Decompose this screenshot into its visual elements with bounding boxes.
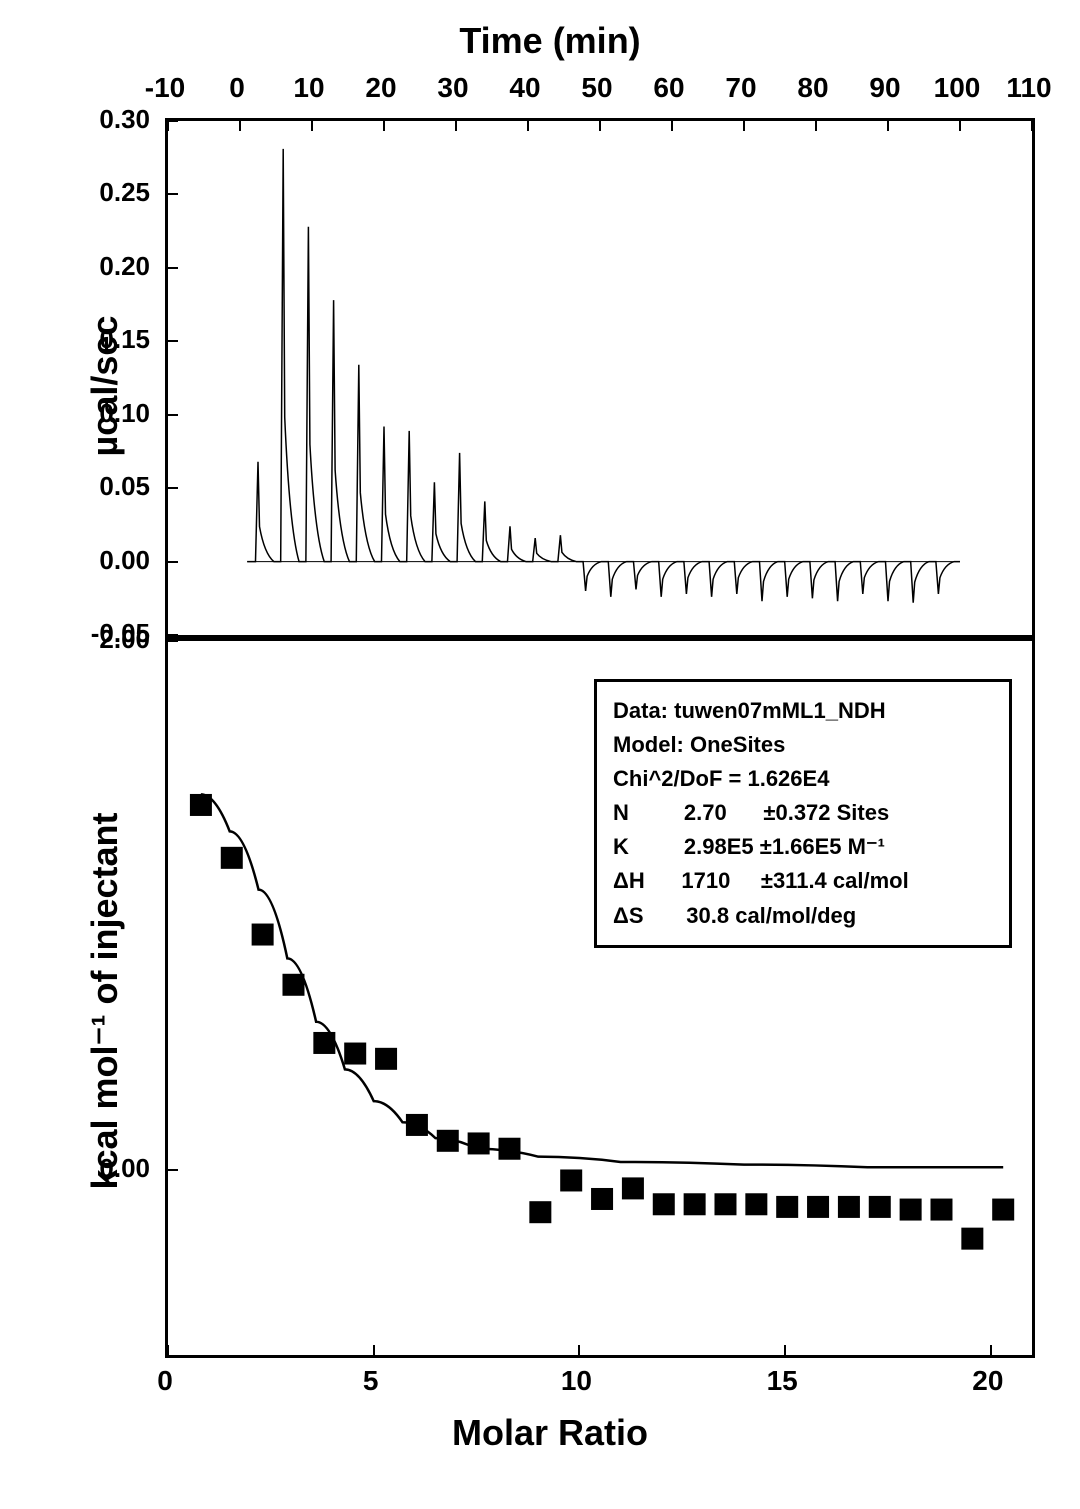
data-point	[992, 1199, 1014, 1221]
data-point	[714, 1193, 736, 1215]
top-x-tick-label: -10	[145, 72, 185, 104]
itc-figure: Time (min) -100102030405060708090100110 …	[60, 20, 1040, 1480]
top-y-tick-label: 0.10	[60, 398, 150, 429]
data-point	[529, 1201, 551, 1223]
top-x-tick-label: 20	[365, 72, 396, 104]
top-x-tick-label: 50	[581, 72, 612, 104]
top-x-tick-label: 30	[437, 72, 468, 104]
fit-result-line: Model: OneSites	[613, 728, 993, 762]
bottom-x-tick-label: 10	[561, 1365, 592, 1397]
top-x-tick-label: 40	[509, 72, 540, 104]
fit-result-line: Data: tuwen07mML1_NDH	[613, 694, 993, 728]
data-point	[498, 1138, 520, 1160]
top-x-tick-label: 90	[869, 72, 900, 104]
bottom-x-tick-label: 15	[767, 1365, 798, 1397]
top-x-axis-title: Time (min)	[60, 20, 1040, 62]
data-point	[869, 1196, 891, 1218]
bottom-x-tick-label: 0	[157, 1365, 173, 1397]
top-x-axis-ticks: -100102030405060708090100110	[165, 72, 1035, 112]
top-y-axis-ticks: -0.050.000.050.100.150.200.250.30	[60, 118, 160, 638]
top-x-tick-label: 100	[934, 72, 981, 104]
raw-heat-panel	[165, 118, 1035, 638]
top-y-tick-label: 0.15	[60, 324, 150, 355]
data-point	[622, 1177, 644, 1199]
data-point	[745, 1193, 767, 1215]
data-point	[684, 1193, 706, 1215]
data-point	[591, 1188, 613, 1210]
top-y-tick-label: 0.20	[60, 251, 150, 282]
binding-isotherm-panel: Data: tuwen07mML1_NDHModel: OneSitesChi^…	[165, 638, 1035, 1358]
top-y-tick-label: 0.25	[60, 177, 150, 208]
fit-results-box: Data: tuwen07mML1_NDHModel: OneSitesChi^…	[594, 679, 1012, 948]
data-point	[344, 1043, 366, 1065]
bottom-x-tick-label: 5	[363, 1365, 379, 1397]
data-point	[838, 1196, 860, 1218]
data-point	[252, 924, 274, 946]
raw-heat-trace	[168, 121, 1032, 635]
data-point	[282, 974, 304, 996]
data-point	[190, 794, 212, 816]
data-point	[653, 1193, 675, 1215]
data-point	[313, 1032, 335, 1054]
top-x-tick-label: 60	[653, 72, 684, 104]
top-y-tick-label: 0.05	[60, 471, 150, 502]
heat-trace-line	[247, 149, 960, 603]
bottom-y-axis-ticks: 0.002.00	[60, 638, 160, 1358]
fit-result-line: ΔH 1710 ±311.4 cal/mol	[613, 864, 993, 898]
data-point	[221, 847, 243, 869]
bottom-y-tick-label: 2.00	[60, 624, 150, 655]
data-point	[375, 1048, 397, 1070]
fit-result-line: ΔS 30.8 cal/mol/deg	[613, 899, 993, 933]
top-x-tick-label: 70	[725, 72, 756, 104]
data-point	[437, 1130, 459, 1152]
data-point	[961, 1228, 983, 1250]
top-x-tick-label: 80	[797, 72, 828, 104]
data-point	[468, 1132, 490, 1154]
bottom-x-axis-ticks: 05101520	[165, 1365, 1035, 1405]
top-y-tick-label: 0.00	[60, 545, 150, 576]
top-x-tick-label: 0	[229, 72, 245, 104]
bottom-y-tick-label: 0.00	[60, 1153, 150, 1184]
fit-result-line: Chi^2/DoF = 1.626E4	[613, 762, 993, 796]
top-y-tick-label: 0.30	[60, 104, 150, 135]
top-x-tick-label: 110	[1006, 72, 1051, 104]
data-point	[900, 1199, 922, 1221]
data-point	[560, 1169, 582, 1191]
data-point	[776, 1196, 798, 1218]
data-point	[406, 1114, 428, 1136]
fit-result-line: N 2.70 ±0.372 Sites	[613, 796, 993, 830]
bottom-x-axis-title: Molar Ratio	[60, 1412, 1040, 1454]
fit-result-line: K 2.98E5 ±1.66E5 M⁻¹	[613, 830, 993, 864]
data-point	[807, 1196, 829, 1218]
data-point	[930, 1199, 952, 1221]
bottom-x-tick-label: 20	[972, 1365, 1003, 1397]
top-x-tick-label: 10	[293, 72, 324, 104]
